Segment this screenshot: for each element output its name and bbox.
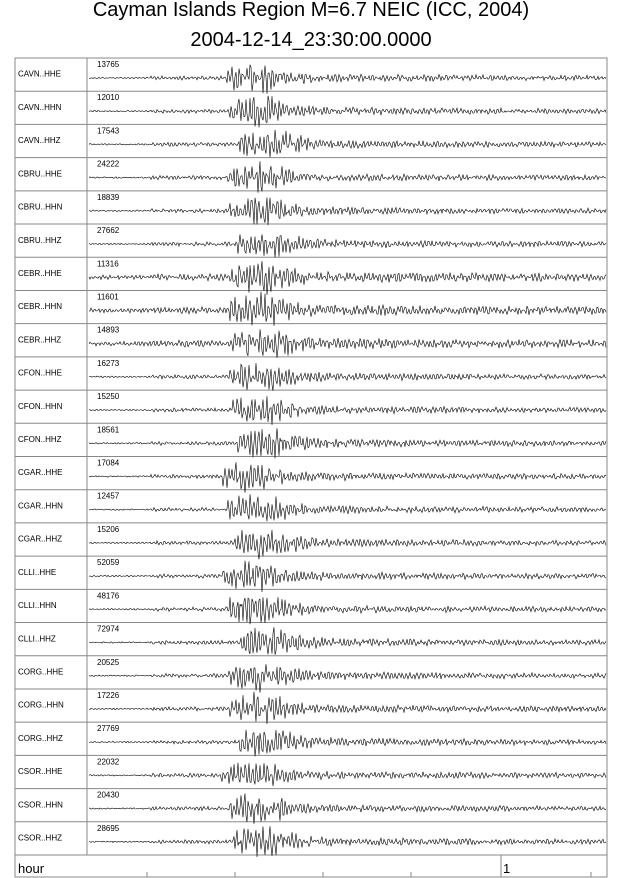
station-label: CSOR..HHE	[18, 767, 62, 776]
amplitude-label: 12010	[97, 93, 120, 102]
station-label: CAVN..HHE	[18, 70, 61, 79]
waveform	[88, 291, 607, 326]
station-label: CGAR..HHE	[18, 468, 62, 477]
station-label: CBRU..HHZ	[18, 236, 62, 245]
waveform	[89, 691, 607, 725]
station-label: CAVN..HHZ	[18, 136, 61, 145]
waveform	[88, 560, 607, 593]
station-label: CORG..HHE	[18, 667, 63, 676]
amplitude-label: 22032	[97, 757, 120, 766]
station-label: CLLI..HHN	[18, 601, 57, 610]
amplitude-label: 15250	[97, 392, 120, 401]
station-label: CBRU..HHN	[18, 203, 63, 212]
station-label: CBRU..HHE	[18, 169, 62, 178]
title: Cayman Islands Region M=6.7 NEIC (ICC, 2…	[93, 0, 529, 21]
station-label: CEBR..HHN	[18, 302, 62, 311]
station-label: CSOR..HHN	[18, 800, 63, 809]
station-label: CLLI..HHZ	[18, 634, 56, 643]
amplitude-label: 52059	[97, 558, 120, 567]
amplitude-label: 24222	[97, 160, 120, 169]
amplitude-label: 13765	[97, 60, 120, 69]
station-label: CFON..HHZ	[18, 435, 62, 444]
waveform	[88, 529, 607, 560]
amplitude-label: 18839	[97, 193, 120, 202]
amplitude-label: 27662	[97, 226, 120, 235]
waveform	[88, 428, 607, 459]
waveform	[88, 261, 607, 295]
station-label: CAVN..HHN	[18, 103, 62, 112]
station-label: CSOR..HHZ	[18, 834, 62, 843]
station-label: CLLI..HHE	[18, 568, 56, 577]
subtitle: 2004-12-14_23:30:00.0000	[190, 29, 431, 51]
waveform	[88, 129, 607, 158]
amplitude-label: 27769	[97, 724, 120, 733]
station-label: CGAR..HHZ	[18, 535, 62, 544]
station-label: CEBR..HHE	[18, 269, 62, 278]
waveform	[88, 161, 607, 193]
waveform	[88, 95, 607, 128]
station-label: CORG..HHN	[18, 701, 64, 710]
plot-frame	[14, 57, 608, 878]
waveform	[88, 462, 607, 493]
station-label: CEBR..HHZ	[18, 335, 61, 344]
waveform	[88, 363, 607, 391]
amplitude-label: 16273	[97, 359, 120, 368]
amplitude-label: 17226	[97, 691, 120, 700]
amplitude-label: 72974	[97, 625, 120, 634]
amplitude-label: 17084	[97, 459, 120, 468]
waveform	[88, 494, 607, 522]
amplitude-label: 28695	[97, 824, 120, 833]
amplitude-label: 14893	[97, 326, 120, 335]
station-label: CFON..HHN	[18, 402, 63, 411]
waveform	[88, 729, 607, 757]
waveform	[88, 826, 607, 858]
waveform	[88, 762, 607, 787]
waveform	[88, 627, 607, 655]
time-axis-label: hour	[18, 861, 45, 876]
amplitude-label: 11316	[97, 259, 119, 268]
amplitude-label: 17543	[97, 126, 120, 135]
waveform	[88, 793, 607, 824]
amplitude-label: 11601	[97, 292, 119, 301]
amplitude-label: 48176	[97, 591, 120, 600]
amplitude-label: 15206	[97, 525, 120, 534]
station-label: CORG..HHZ	[18, 734, 63, 743]
waveform	[88, 597, 607, 625]
waveform	[88, 396, 607, 426]
waveform	[88, 664, 607, 693]
time-tick-label: 1	[503, 861, 510, 876]
amplitude-label: 20430	[97, 791, 120, 800]
waveform	[88, 197, 607, 226]
amplitude-label: 20525	[97, 658, 120, 667]
amplitude-label: 12457	[97, 492, 120, 501]
waveform	[88, 64, 607, 94]
waveform	[88, 234, 607, 258]
waveform	[88, 329, 607, 358]
station-label: CFON..HHE	[18, 369, 62, 378]
station-label: CGAR..HHN	[18, 501, 63, 510]
amplitude-label: 18561	[97, 425, 120, 434]
